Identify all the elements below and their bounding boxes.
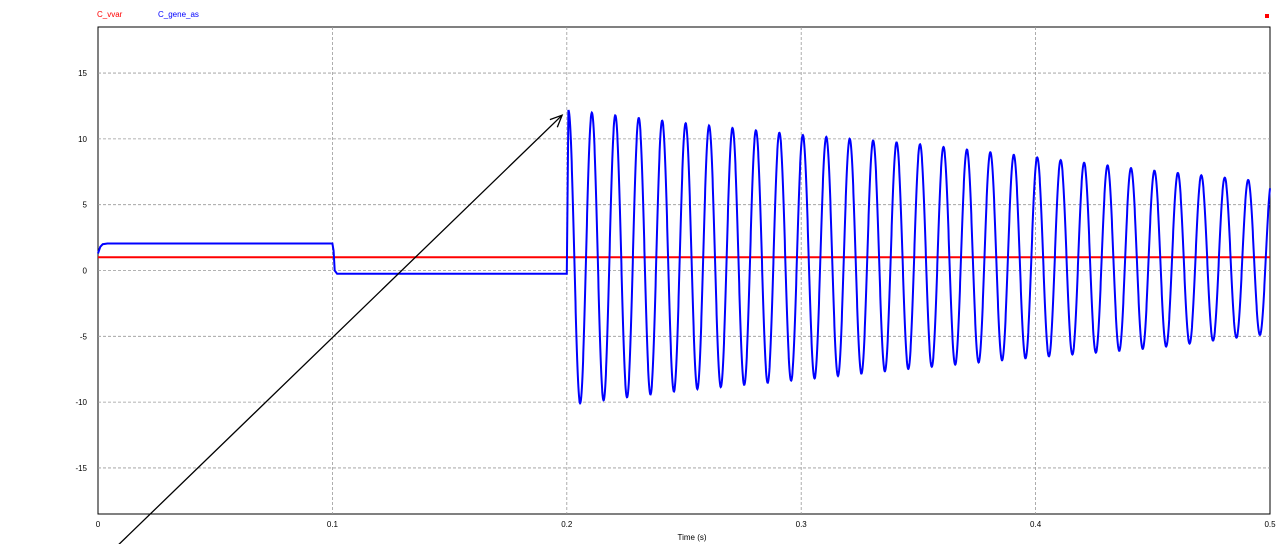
- x-tick-label: 0.3: [796, 520, 808, 529]
- y-tick-label: -15: [75, 464, 87, 473]
- y-tick-label: -10: [75, 398, 87, 407]
- y-tick-label: 15: [78, 69, 87, 78]
- y-tick-label: 10: [78, 135, 87, 144]
- legend-entry-c-vvar: C_vvar: [97, 10, 123, 19]
- x-tick-label: 0.2: [561, 520, 573, 529]
- x-axis-title: Time (s): [677, 533, 706, 542]
- legend-entry-c-gene-as: C_gene_as: [158, 10, 199, 19]
- series-group: [97, 109, 1271, 405]
- y-axis-ticks: 15 10 5 0 -5 -10 -15: [75, 69, 87, 473]
- corner-marker: [1265, 14, 1269, 18]
- x-tick-label: 0.1: [327, 520, 339, 529]
- x-tick-label: 0.5: [1264, 520, 1276, 529]
- y-tick-label: 0: [83, 267, 88, 276]
- annotation-arrow-head: [549, 114, 564, 128]
- grid-lines: [98, 27, 1270, 514]
- x-axis-ticks: 0 0.1 0.2 0.3 0.4 0.5: [96, 520, 1276, 529]
- y-tick-label: 5: [83, 201, 88, 210]
- x-tick-label: 0: [96, 520, 101, 529]
- annotation-arrow: [118, 114, 563, 544]
- y-tick-label: -5: [80, 332, 88, 341]
- series-c-gene-as: [97, 109, 1271, 405]
- x-tick-label: 0.4: [1030, 520, 1042, 529]
